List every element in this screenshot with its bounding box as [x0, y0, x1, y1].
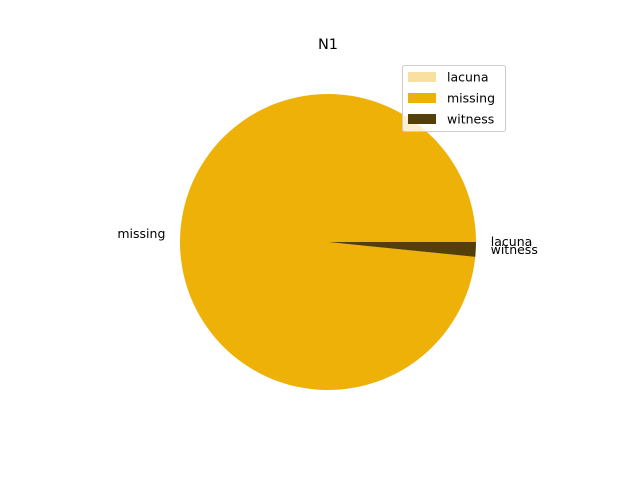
pie-slices	[179, 93, 476, 391]
legend-swatch-lacuna	[408, 72, 436, 82]
pie-slice-missing	[179, 93, 476, 391]
slice-label-witness: witness	[491, 242, 538, 257]
pie-labels: lacuna missing witness	[117, 226, 537, 257]
pie-slice-witness	[328, 242, 476, 257]
legend-label-lacuna: lacuna	[447, 70, 489, 85]
slice-label-missing: missing	[117, 226, 165, 241]
chart-title: N1	[318, 37, 338, 53]
legend-swatch-witness	[408, 114, 436, 124]
legend-label-witness: witness	[447, 112, 494, 127]
legend-swatch-missing	[408, 93, 436, 103]
legend: lacuna missing witness	[402, 65, 506, 132]
legend-label-missing: missing	[447, 91, 495, 106]
slice-label-lacuna: lacuna	[491, 234, 533, 249]
